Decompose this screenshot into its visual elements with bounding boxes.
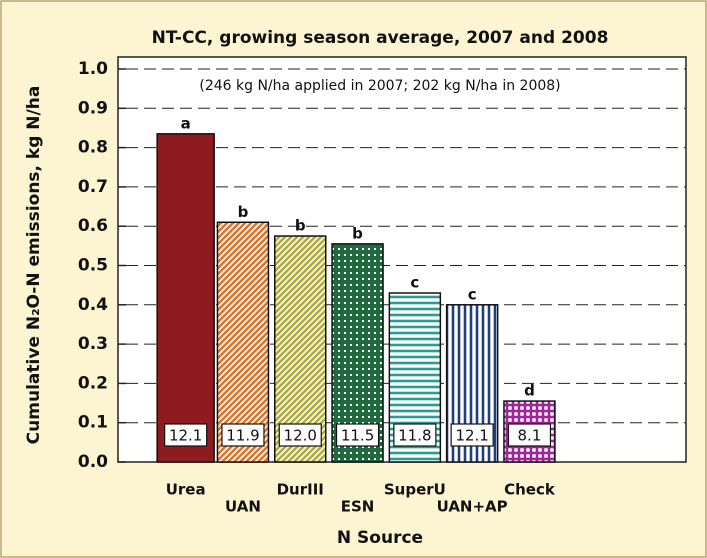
x-axis-title: N Source [337,528,423,548]
x-tick-label: UAN+AP [437,498,508,516]
box [450,423,494,447]
bar [216,221,270,463]
x-tick-label: Check [504,481,556,499]
significance-letter: a [181,114,191,132]
y-tick-label: 0.6 [78,216,108,236]
box [221,423,265,447]
x-tick-label: SuperU [384,481,446,499]
x-tick-label: Urea [166,481,206,499]
box-label: 11.5 [341,427,374,445]
significance-letter: b [352,224,363,242]
x-tick-label: UAN [225,498,261,516]
box-label: 8.1 [518,427,542,445]
bar [156,133,215,463]
box-label: 12.0 [284,427,317,445]
box-label: 12.1 [455,427,488,445]
chart-title: NT-CC, growing season average, 2007 and … [152,28,609,48]
y-tick-label: 0.8 [78,138,108,158]
y-tick-label: 0.2 [78,373,108,393]
significance-letter: c [410,274,419,292]
box [335,423,380,447]
y-tick-label: 0.1 [78,413,108,433]
significance-letter: b [238,203,249,221]
box-label: 11.9 [226,427,259,445]
significance-letter: c [468,285,477,303]
box-label: 12.1 [169,427,202,445]
box [164,423,208,447]
x-tick-label: DurIII [277,481,324,499]
annotation: (246 kg N/ha applied in 2007; 202 kg N/h… [199,78,560,94]
y-axis-title: Cumulative N₂O-N emissions, kg N/ha [24,86,44,445]
y-tick-label: 0.5 [78,256,108,276]
box [507,423,552,447]
y-tick-label: 0.7 [78,177,108,197]
box-label: 11.8 [398,427,431,445]
y-tick-label: 0.0 [78,452,108,472]
significance-letter: d [524,382,535,400]
y-tick-label: 0.9 [78,98,108,118]
box [278,423,322,447]
y-tick-label: 0.3 [78,334,108,354]
significance-letter: b [295,217,306,235]
y-tick-label: 1.0 [78,59,108,79]
x-tick-label: ESN [341,498,375,516]
box [393,423,437,447]
y-tick-label: 0.4 [78,295,108,315]
